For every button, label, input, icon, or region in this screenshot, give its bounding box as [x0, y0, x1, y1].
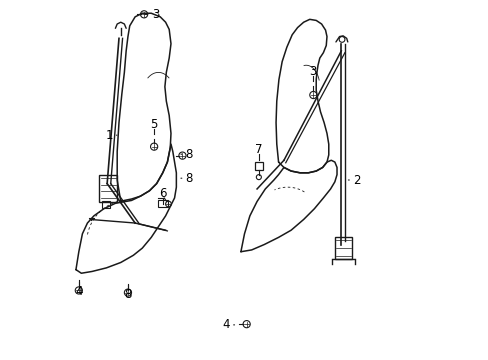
Text: 8: 8	[185, 148, 193, 161]
Bar	[102, 201, 109, 208]
Text: 7: 7	[255, 143, 262, 156]
Bar	[158, 201, 167, 207]
Text: 6: 6	[159, 188, 166, 201]
Text: 4: 4	[75, 285, 82, 298]
Text: 5: 5	[150, 118, 158, 131]
Text: 4: 4	[223, 318, 230, 331]
Bar	[99, 175, 117, 202]
Bar	[254, 162, 263, 170]
Text: 2: 2	[352, 174, 360, 186]
Text: 8: 8	[124, 288, 131, 301]
Text: 8: 8	[185, 172, 193, 185]
Text: 1: 1	[105, 129, 112, 142]
Text: 3: 3	[152, 8, 159, 21]
Text: 3: 3	[309, 65, 316, 78]
Bar	[334, 237, 351, 259]
